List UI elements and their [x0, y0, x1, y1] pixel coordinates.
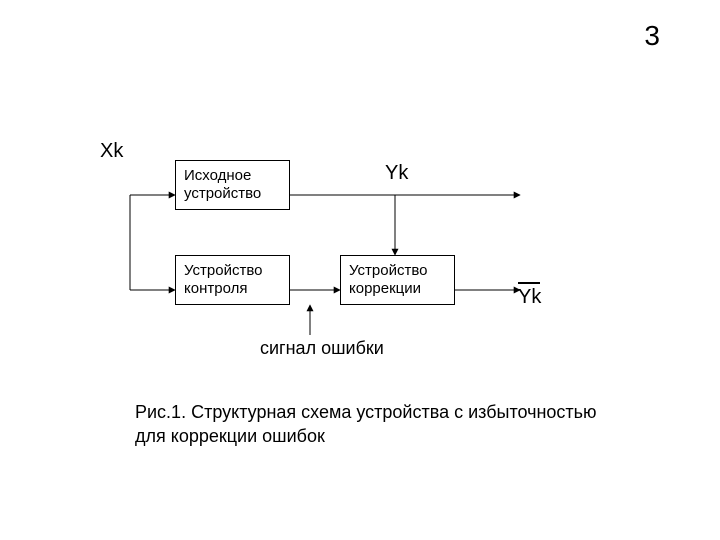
node-correction-device: Устройство коррекции: [340, 255, 455, 305]
label-xk: Xk: [100, 140, 123, 163]
node-source-device: Исходное устройство: [175, 160, 290, 210]
diagram-page: 3 Xk Yk Yk сигнал ошибки Исходное устрой…: [0, 0, 720, 540]
label-yk: Yk: [385, 162, 408, 185]
yk-bar-overline: [518, 282, 540, 284]
page-number: 3: [644, 20, 660, 52]
figure-caption: Рис.1. Структурная схема устройства с из…: [135, 400, 615, 449]
label-error-signal: сигнал ошибки: [260, 338, 384, 359]
node-control-device: Устройство контроля: [175, 255, 290, 305]
label-yk-bar: Yk: [518, 286, 541, 309]
